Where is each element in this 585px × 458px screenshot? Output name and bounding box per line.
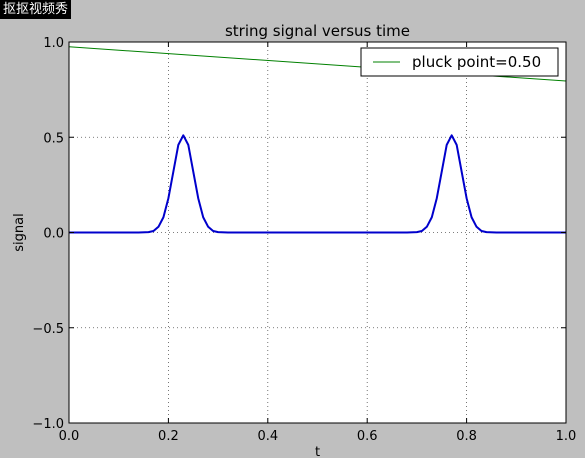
- legend-entry-label: pluck point=0.50: [412, 53, 541, 71]
- x-tick-label: 1.0: [556, 429, 577, 444]
- x-tick-label: 0.2: [158, 429, 179, 444]
- y-tick-label: 0.5: [43, 131, 64, 146]
- y-axis-label: signal: [12, 213, 27, 251]
- y-tick-label: −1.0: [32, 417, 64, 432]
- x-axis-label: t: [315, 445, 320, 458]
- y-tick-label: 1.0: [43, 36, 64, 51]
- chart-title: string signal versus time: [225, 22, 410, 40]
- x-tick-label: 0.8: [456, 429, 477, 444]
- x-tick-label: 0.6: [357, 429, 378, 444]
- y-tick-label: −0.5: [32, 322, 64, 337]
- y-tick-label: 0.0: [43, 227, 64, 242]
- x-tick-label: 0.4: [257, 429, 278, 444]
- legend: pluck point=0.50: [361, 48, 558, 76]
